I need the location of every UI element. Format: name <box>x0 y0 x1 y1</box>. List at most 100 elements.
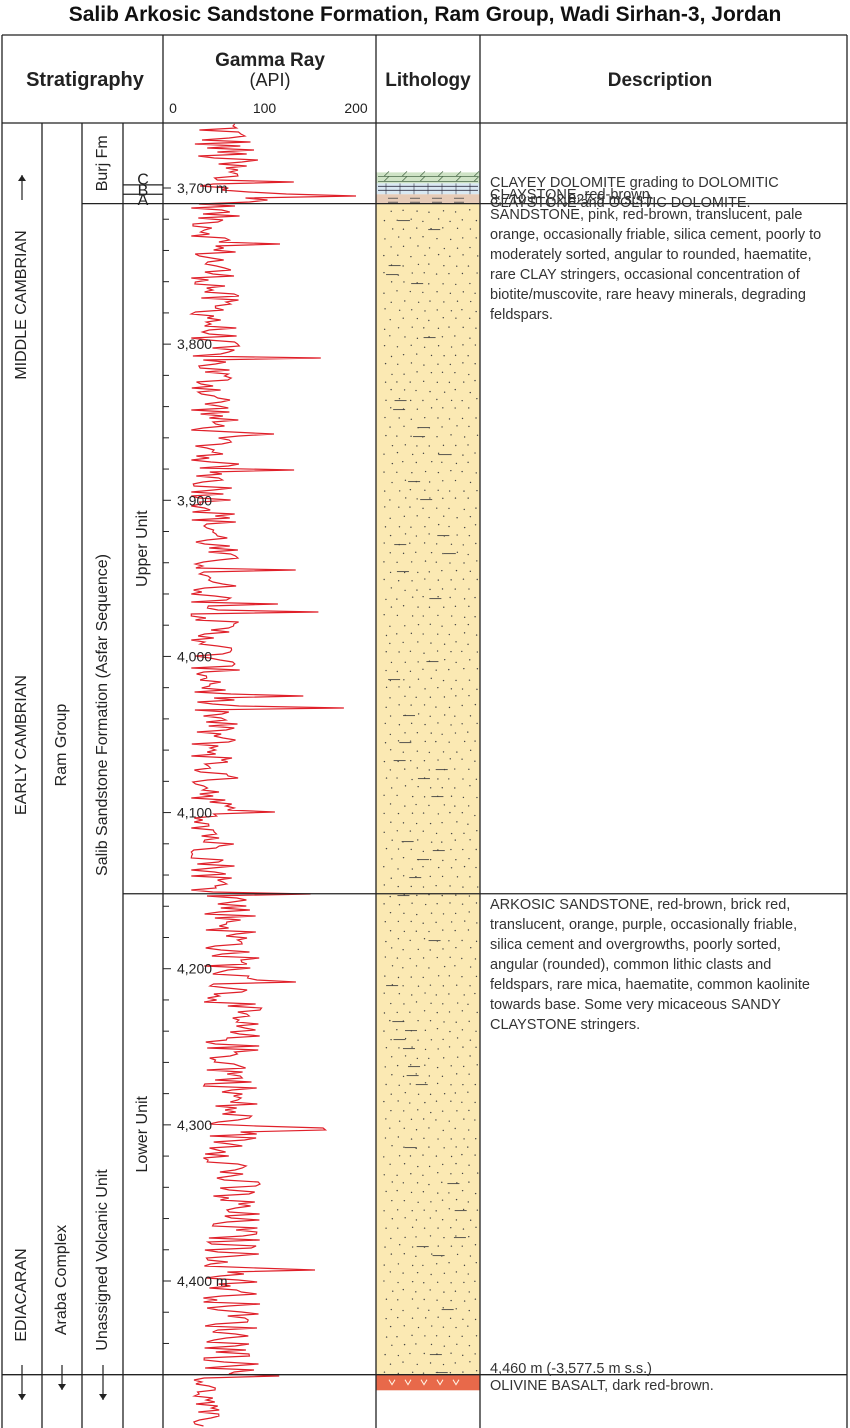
sand-grain <box>454 623 457 626</box>
header-lithology: Lithology <box>385 70 471 91</box>
sand-grain <box>443 1236 445 1239</box>
sand-grain <box>461 688 464 690</box>
sand-grain <box>389 335 391 337</box>
sand-grain <box>423 1137 425 1140</box>
sand-grain <box>390 606 393 608</box>
sand-grain <box>437 523 440 526</box>
sand-grain <box>417 985 420 987</box>
sand-grain <box>383 1030 385 1032</box>
sand-grain <box>391 462 394 465</box>
sand-grain <box>402 605 405 607</box>
sand-grain <box>462 1046 464 1048</box>
basalt-mark <box>452 1379 460 1386</box>
sand-grain <box>409 939 411 942</box>
sand-grain <box>448 741 450 743</box>
sand-grain <box>455 1198 458 1201</box>
sand-grain <box>424 688 426 690</box>
description-entry: SANDSTONE, pink, red-brown, translucent,… <box>490 206 822 323</box>
sand-grain <box>397 1281 399 1284</box>
member-b: B <box>138 183 149 200</box>
sand-grain <box>428 263 430 265</box>
sand-grain <box>441 569 443 572</box>
sand-grain <box>461 758 463 760</box>
sand-grain <box>429 787 432 789</box>
sand-grain <box>437 595 439 598</box>
sand-grain <box>391 1144 393 1147</box>
sand-grain <box>402 1075 405 1078</box>
sand-grain <box>441 1181 443 1184</box>
sand-grain <box>423 542 426 544</box>
sand-grain <box>409 1155 412 1157</box>
sand-grain <box>424 310 426 312</box>
sand-grain <box>383 292 385 294</box>
sand-grain <box>456 247 459 249</box>
sand-grain <box>430 677 432 680</box>
sand-grain <box>383 1210 385 1212</box>
sand-grain <box>417 948 419 951</box>
sand-grain <box>415 1343 417 1345</box>
sand-grain <box>428 1127 430 1129</box>
sand-grain <box>442 1163 444 1166</box>
sand-grain <box>389 769 392 771</box>
sand-grain <box>383 794 385 796</box>
sand-grain <box>398 417 400 419</box>
sand-grain <box>467 929 470 931</box>
sand-grain <box>454 1290 457 1292</box>
sand-grain <box>424 1082 427 1084</box>
sand-grain <box>404 533 407 535</box>
sand-grain <box>396 1209 399 1211</box>
sand-grain <box>429 984 432 986</box>
sand-grain <box>430 1039 433 1041</box>
sand-grain <box>422 850 425 853</box>
sand-grain <box>441 426 443 428</box>
sand-grain <box>391 1074 393 1076</box>
sand-grain <box>410 1138 413 1140</box>
sand-grain <box>417 661 419 663</box>
sand-grain <box>392 1290 394 1292</box>
sand-grain <box>454 335 456 337</box>
sand-grain <box>402 948 404 951</box>
sand-grain <box>417 263 420 266</box>
sand-grain <box>410 760 412 762</box>
sand-grain <box>435 1263 438 1265</box>
sand-grain <box>424 1335 426 1337</box>
sand-grain <box>444 658 446 661</box>
sand-grain <box>417 571 419 574</box>
sand-grain <box>475 1030 477 1032</box>
sand-grain <box>397 848 400 850</box>
sand-grain <box>436 1027 439 1030</box>
sand-grain <box>454 497 457 499</box>
sand-grain <box>470 300 472 303</box>
sand-grain <box>441 821 443 824</box>
sand-grain <box>385 777 388 779</box>
sand-grain <box>474 452 476 454</box>
sand-grain <box>437 1192 439 1194</box>
lithology-claystone <box>376 194 480 204</box>
sand-grain <box>430 841 433 843</box>
sand-grain <box>424 470 427 473</box>
sand-grain <box>423 1010 426 1012</box>
sand-grain <box>454 371 456 374</box>
sand-grain <box>443 247 446 250</box>
sand-grain <box>442 480 444 482</box>
sand-grain <box>435 884 437 887</box>
sand-grain <box>461 903 464 905</box>
sand-grain <box>442 1038 444 1041</box>
sand-grain <box>476 829 478 832</box>
member-c: C <box>137 172 149 189</box>
sand-grain <box>437 722 439 724</box>
sand-grain <box>436 1066 439 1069</box>
sand-grain <box>402 209 404 212</box>
sand-grain <box>391 373 393 376</box>
sand-grain <box>417 301 420 303</box>
sand-grain <box>424 723 426 726</box>
sand-grain <box>424 526 426 528</box>
sand-grain <box>410 526 412 528</box>
sand-grain <box>461 704 463 707</box>
sand-grain <box>424 1317 427 1319</box>
sand-grain <box>475 237 477 239</box>
sand-grain <box>410 885 412 888</box>
sand-grain <box>431 1253 433 1255</box>
sand-grain <box>474 344 477 346</box>
sand-grain <box>467 355 469 357</box>
